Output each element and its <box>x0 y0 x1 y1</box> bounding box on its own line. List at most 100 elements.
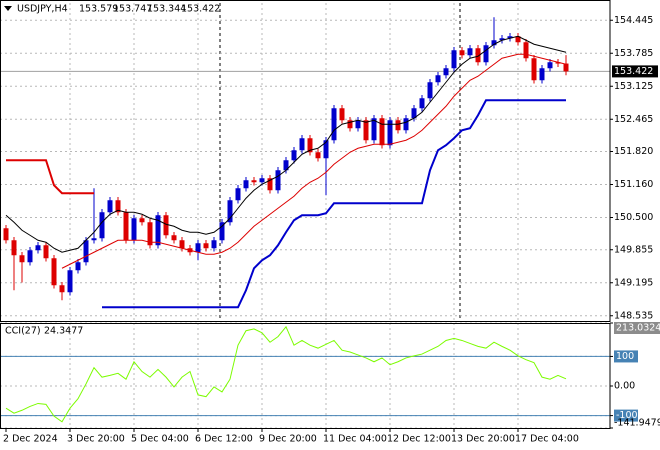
cci-value: 24.3477 <box>44 326 83 337</box>
indicator-line <box>61 53 567 269</box>
indicator-line <box>5 35 567 253</box>
x-tick-label: 13 Dec 20:00 <box>451 434 515 445</box>
candle-body <box>235 188 241 201</box>
candle-body <box>59 285 65 293</box>
candle-body <box>275 170 281 191</box>
candle-body <box>35 245 41 251</box>
candle-body <box>539 68 545 81</box>
candle-body <box>155 215 161 246</box>
candle-body <box>139 218 145 223</box>
y-tick-label: 149.195 <box>614 277 653 288</box>
candle-body <box>379 118 385 146</box>
candle-body <box>555 62 561 64</box>
candle-body <box>355 120 361 129</box>
candle-body <box>467 48 473 56</box>
candle-body <box>171 235 177 241</box>
y-tick-label: 151.160 <box>614 179 653 190</box>
candle-body <box>363 120 369 141</box>
plot-layer: 154.445 153.785 153.125 152.465 151.820 151.1… <box>0 3 660 445</box>
y-tick-label: 148.535 <box>614 310 653 321</box>
candle-body <box>331 108 337 141</box>
level-label-box <box>614 350 638 363</box>
candle-body <box>259 178 265 183</box>
candle-body <box>347 120 353 129</box>
candle-body <box>219 222 225 241</box>
candle-body <box>19 255 25 263</box>
candle-body <box>3 228 9 241</box>
candle-body <box>419 98 425 109</box>
candle-body <box>115 200 121 213</box>
candle-body <box>211 240 217 249</box>
candle-body <box>531 58 537 81</box>
candle-body <box>107 200 113 213</box>
candle-body <box>267 178 273 191</box>
x-tick-label: 12 Dec 12:00 <box>387 434 451 445</box>
candle-body <box>395 120 401 131</box>
candle-body <box>435 75 441 83</box>
cci-title: CCI(27) <box>5 326 41 337</box>
y-tick-label: 149.855 <box>614 244 653 255</box>
y-tick-label: 150.500 <box>614 212 653 223</box>
candle-body <box>91 238 97 241</box>
current-price-box <box>612 65 658 78</box>
candle-body <box>411 108 417 119</box>
candle-body <box>67 270 73 293</box>
candle-body <box>243 180 249 189</box>
candle-body <box>483 45 489 63</box>
candle-body <box>227 200 233 223</box>
candle-body <box>403 118 409 131</box>
candle-body <box>195 243 201 253</box>
y-tick-label: 152.465 <box>614 114 653 125</box>
y-tick-label: 0.00 <box>614 381 635 392</box>
candle-body <box>523 42 529 59</box>
candle-body <box>123 212 129 241</box>
indicator-line <box>6 159 94 195</box>
x-tick-label: 3 Dec 20:00 <box>67 434 125 445</box>
indicator-line <box>102 99 566 309</box>
candle-body <box>51 258 57 286</box>
candle-body <box>427 82 433 99</box>
candle-body <box>83 240 89 263</box>
x-tick-label: 17 Dec 04:00 <box>515 434 579 445</box>
x-tick-label: 9 Dec 20:00 <box>259 434 317 445</box>
candle-body <box>491 40 497 46</box>
candle-body <box>499 38 505 41</box>
y-tick-label: 153.125 <box>614 81 653 92</box>
candle-body <box>547 62 553 69</box>
y-tick-label: 154.445 <box>614 15 653 26</box>
candle-body <box>451 50 457 69</box>
symbol-title: USDJPY,H4 <box>17 4 68 15</box>
candle-body <box>515 36 521 43</box>
ohlc-low: 153.344 <box>147 4 186 15</box>
y-tick-label: 153.785 <box>614 48 653 59</box>
x-tick-label: 2 Dec 2024 <box>3 434 58 445</box>
candle-body <box>251 180 257 183</box>
candle-body <box>203 243 209 249</box>
candle-body <box>147 222 153 246</box>
candle-body <box>43 245 49 259</box>
candle-body <box>339 108 345 121</box>
ohlc-close: 153.422 <box>181 4 220 15</box>
candle-body <box>131 218 137 241</box>
candle-body <box>75 262 81 271</box>
x-tick-label: 6 Dec 12:00 <box>195 434 253 445</box>
ohlc-open: 153.579 <box>79 4 118 15</box>
x-tick-label: 5 Dec 04:00 <box>131 434 189 445</box>
candle-body <box>299 138 305 151</box>
y-tick-label: -100 <box>616 410 638 421</box>
candle-body <box>443 68 449 76</box>
candle-body <box>307 138 313 153</box>
y-tick-label: 213.0324 <box>616 323 660 334</box>
candle-body <box>371 118 377 141</box>
candle-body <box>459 50 465 56</box>
candle-body <box>323 140 329 159</box>
cci-frame <box>0 323 611 429</box>
main-frame <box>0 0 611 322</box>
y-tick-label: -141.9479 <box>614 418 660 429</box>
candle-body <box>315 152 321 159</box>
y-tick-label: 151.820 <box>614 146 653 157</box>
candle-body <box>387 120 393 146</box>
